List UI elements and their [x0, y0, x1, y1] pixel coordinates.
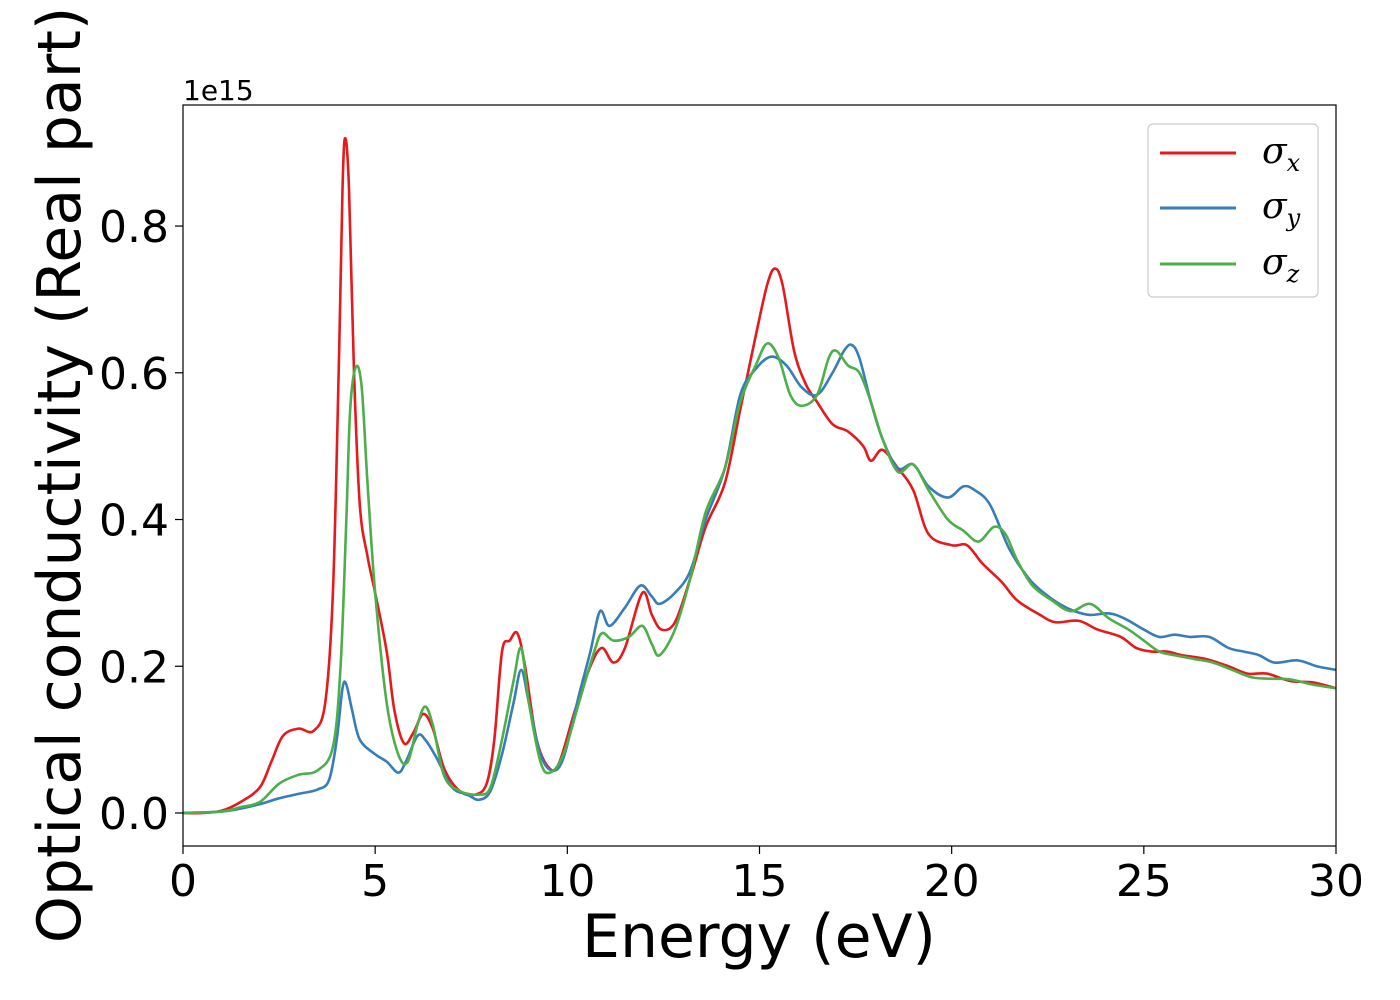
x-tick-label: 5 — [361, 856, 389, 907]
legend-subscript-sigma-x: x — [1287, 149, 1301, 177]
y-tick-label: 0.4 — [99, 496, 169, 547]
y-axis-ticks: 0.0 0.2 0.4 0.6 0.8 — [99, 202, 183, 840]
x-tick-label: 0 — [169, 856, 197, 907]
x-tick-label: 15 — [732, 856, 788, 907]
x-tick-label: 10 — [539, 856, 595, 907]
legend-box — [1147, 123, 1319, 298]
series-line-sigma-z — [183, 342, 1336, 815]
legend-label-sigma-z: σz — [1262, 242, 1300, 288]
x-tick-label: 20 — [924, 856, 980, 907]
legend: σx σy σz — [1147, 123, 1319, 298]
y-axis-label: Optical conductivity (Real part) — [25, 7, 95, 944]
plot-background — [183, 105, 1336, 846]
legend-subscript-sigma-z: z — [1286, 260, 1300, 288]
y-tick-label: 0.0 — [99, 789, 169, 840]
series-line-sigma-x — [183, 136, 1336, 815]
series-lines — [183, 136, 1336, 815]
x-axis-label: Energy (eV) — [582, 902, 936, 972]
y-tick-label: 0.2 — [99, 642, 169, 693]
legend-subscript-sigma-y: y — [1286, 204, 1301, 232]
y-tick-label: 0.6 — [99, 349, 169, 400]
y-tick-label: 0.8 — [99, 202, 169, 253]
x-tick-label: 25 — [1116, 856, 1172, 907]
legend-symbol-sigma-y: σ — [1262, 186, 1288, 227]
x-tick-label: 30 — [1308, 856, 1364, 907]
legend-symbol-sigma-z: σ — [1262, 242, 1288, 283]
legend-label-sigma-x: σx — [1262, 131, 1301, 177]
y-offset-label: 1e15 — [183, 74, 254, 107]
x-axis-ticks: 0 5 10 15 20 25 30 — [169, 846, 1364, 907]
legend-label-sigma-y: σy — [1262, 186, 1301, 232]
legend-symbol-sigma-x: σ — [1262, 131, 1288, 172]
